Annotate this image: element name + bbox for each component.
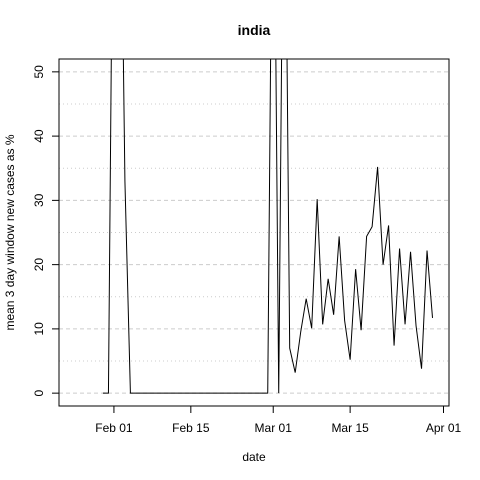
y-tick-label: 40 [32, 129, 46, 143]
x-tick-label: Feb 01 [95, 421, 133, 435]
y-tick-label: 20 [32, 258, 46, 272]
x-axis: Feb 01 Feb 15 Mar 01 Mar 15 Apr 01 [95, 406, 462, 435]
x-axis-label: date [242, 450, 266, 464]
chart-title: india [238, 22, 271, 38]
y-axis-label: mean 3 day window new cases as % [3, 134, 17, 330]
x-tick-label: Mar 01 [255, 421, 293, 435]
y-tick-label: 50 [32, 65, 46, 79]
plot-frame [58, 58, 450, 407]
y-tick-label: 30 [32, 193, 46, 207]
grid [59, 71, 449, 394]
series-layer [102, 59, 434, 394]
y-tick-label: 10 [32, 322, 46, 336]
x-tick-label: Feb 15 [172, 421, 210, 435]
y-tick-label: 0 [32, 389, 46, 396]
x-tick-label: Mar 15 [331, 421, 369, 435]
x-tick-label: Apr 01 [426, 421, 462, 435]
y-axis: 0 10 20 30 40 50 [32, 65, 59, 396]
series-line [102, 59, 434, 394]
